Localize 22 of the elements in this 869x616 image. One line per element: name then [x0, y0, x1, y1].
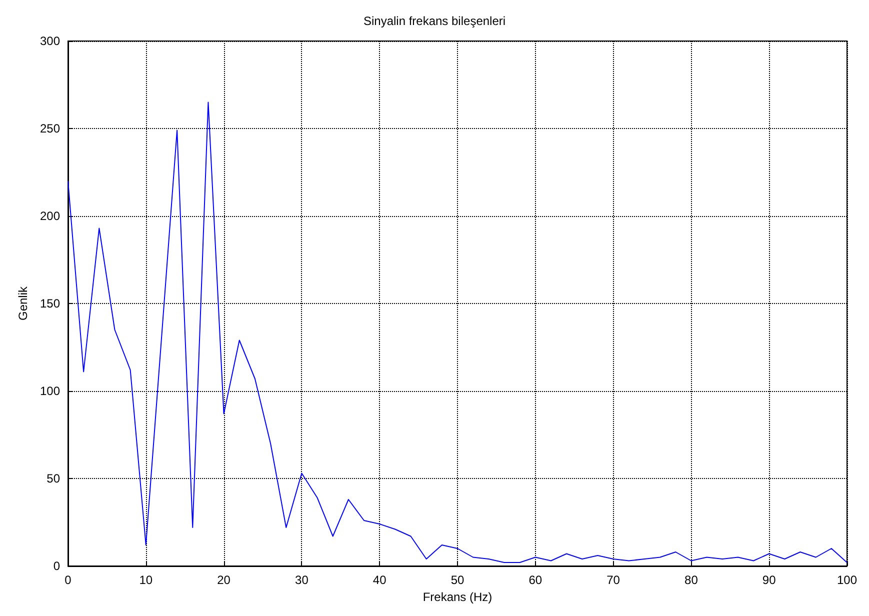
x-tick-label: 60	[528, 573, 542, 587]
x-tick-label: 10	[139, 573, 153, 587]
x-tick-label: 30	[295, 573, 309, 587]
y-tick-label: 50	[46, 472, 60, 486]
x-tick-label: 80	[684, 573, 698, 587]
x-tick-label: 70	[606, 573, 620, 587]
x-tick-label: 20	[217, 573, 231, 587]
y-tick-label: 0	[53, 559, 60, 573]
x-tick-label: 40	[372, 573, 387, 587]
y-tick-label: 100	[40, 384, 60, 398]
y-tick-label: 250	[40, 122, 60, 136]
y-axis-title: Genlik	[16, 285, 30, 321]
x-tick-label: 90	[762, 573, 776, 587]
x-tick-label: 0	[64, 573, 72, 587]
line-series	[68, 102, 848, 563]
x-tick-label: 100	[836, 573, 858, 587]
chart-title: Sinyalin frekans bileşenleri	[363, 14, 506, 28]
y-tick-label: 200	[40, 209, 60, 223]
y-tick-label: 150	[40, 296, 60, 310]
x-tick-label: 50	[450, 573, 464, 587]
x-axis-title: Frekans (Hz)	[422, 590, 492, 604]
y-tick-label: 300	[40, 34, 60, 48]
